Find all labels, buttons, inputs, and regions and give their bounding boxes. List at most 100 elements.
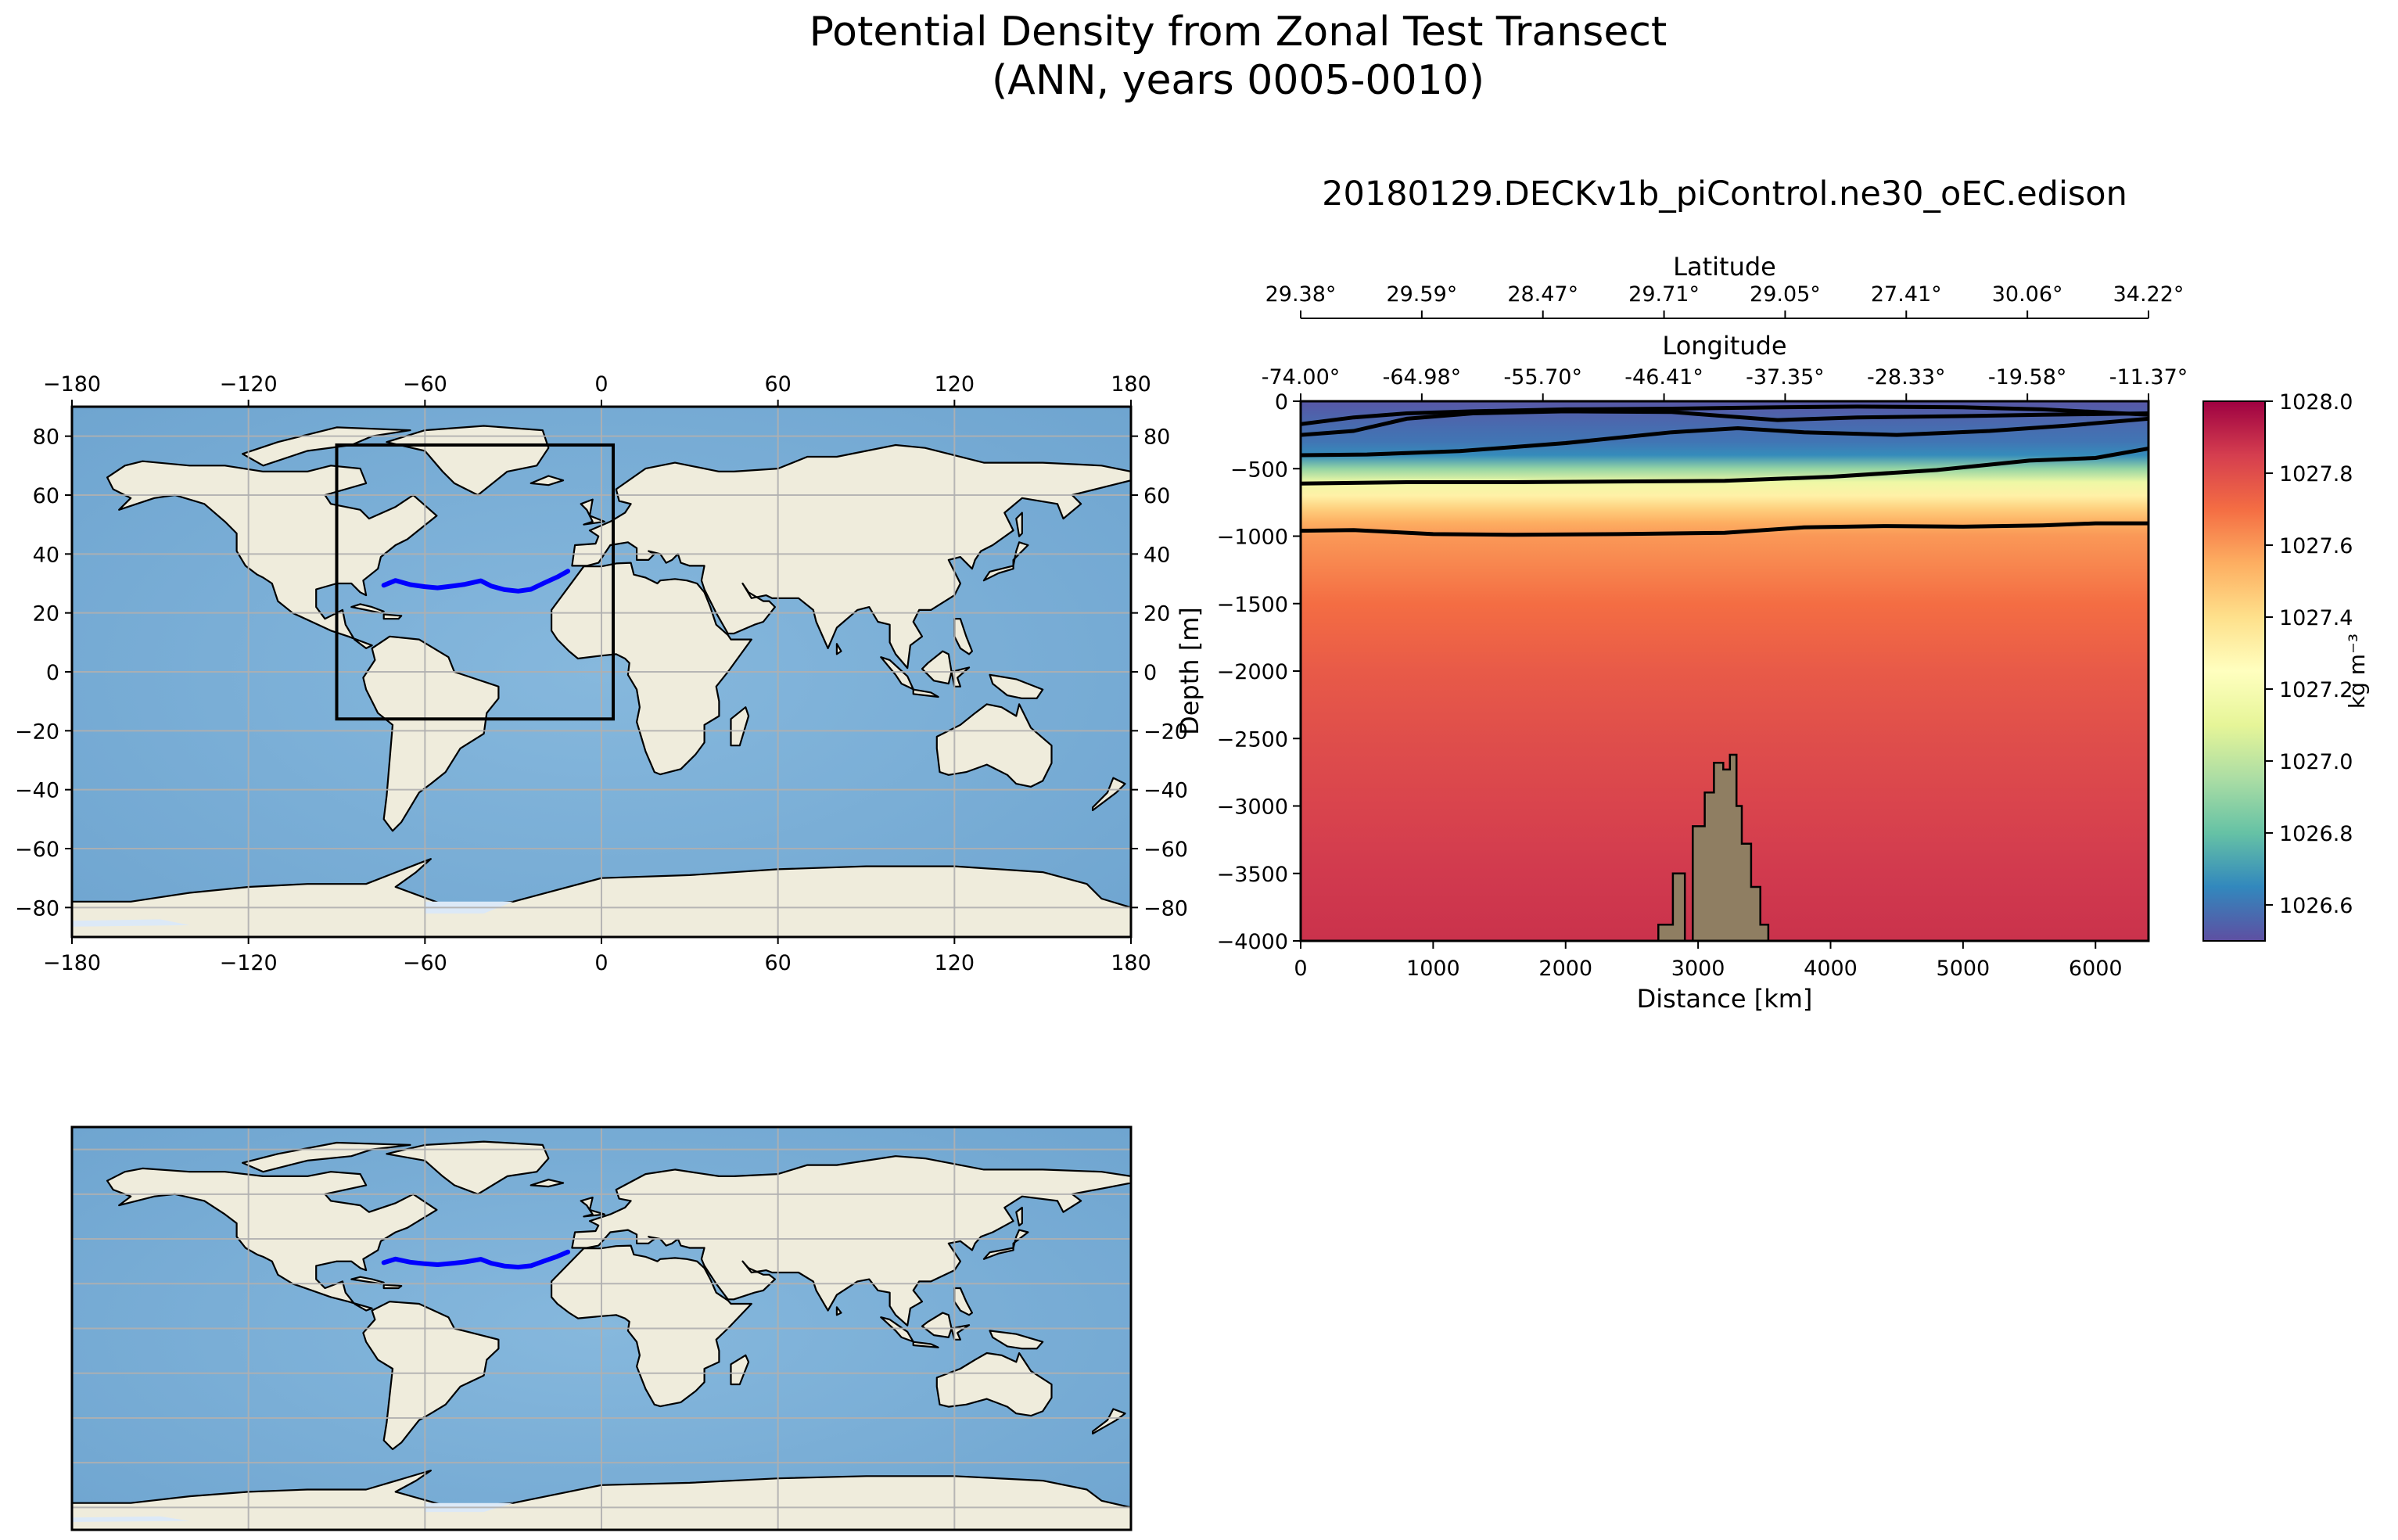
lat-tick-label-left: 40	[33, 543, 59, 567]
y-tick-label: −4000	[1217, 930, 1288, 954]
colorbar-tick-label: 1027.2	[2279, 678, 2353, 702]
landmass	[350, 603, 385, 614]
longitude-tick-label: -11.37°	[2109, 365, 2188, 389]
lat-tick-label-left: 0	[46, 661, 59, 685]
landmass	[953, 618, 973, 655]
density-contour	[1301, 409, 2149, 437]
lon-tick-label-top: 60	[764, 372, 791, 397]
colorbar-tick-label: 1027.8	[2279, 462, 2353, 486]
lat-tick-label-right: 40	[1143, 543, 1170, 567]
secondary-axes: 29.38° 29.59° 28.47° 29.71° 29.05° 27.41° 30.0…	[1262, 282, 2188, 401]
lon-tick-label-bottom: 120	[935, 951, 975, 975]
landmass	[382, 1283, 403, 1290]
landmass	[730, 706, 750, 747]
colorbar-ticks: 1028.0 1027.8 1027.6 1027.4 1027.2 1027.0 1026…	[2265, 390, 2353, 918]
ice-shelf	[72, 919, 190, 927]
landmass	[382, 613, 403, 620]
landmass	[835, 643, 842, 655]
density-contour	[1301, 521, 2149, 537]
y-tick-label: −2000	[1217, 660, 1288, 684]
ice-shelf	[72, 1516, 190, 1522]
landmass	[386, 425, 550, 497]
lat-tick-label-left: 80	[33, 425, 59, 450]
lat-tick-label-right: 80	[1143, 425, 1170, 450]
x-tick-label: 1000	[1406, 957, 1460, 981]
section-axes: 0 1000 2000 3000 4000 5000 6000 0 −500 −1000 −1500…	[1217, 390, 2123, 981]
lat-tick-label-right: −20	[1143, 720, 1188, 744]
y-tick-label: 0	[1275, 390, 1288, 415]
lat-tick-label-right: 0	[1143, 661, 1157, 685]
map-gridlines	[72, 407, 1131, 937]
x-tick-label: 3000	[1671, 957, 1725, 981]
longitude-tick-label: -46.41°	[1624, 365, 1703, 389]
lat-tick-label-left: −40	[15, 779, 59, 803]
lat-tick-label-right: 60	[1143, 484, 1170, 508]
longitude-tick-label: -19.58°	[1988, 365, 2067, 389]
latitude-tick-label: 29.38°	[1265, 282, 1337, 307]
lon-tick-label-bottom: 60	[764, 951, 791, 975]
landmass	[982, 1229, 1029, 1260]
landmass	[989, 1330, 1044, 1350]
lat-tick-label-right: −60	[1143, 838, 1188, 862]
land-masses	[72, 425, 1131, 937]
inset-map-frame	[70, 1125, 1133, 1531]
lat-tick-label-left: −60	[15, 838, 59, 862]
landmass	[1015, 1206, 1023, 1226]
landmass	[935, 1352, 1053, 1417]
longitude-tick-label: -64.98°	[1383, 365, 1462, 389]
colorbar-label: kg m⁻³	[2344, 634, 2370, 709]
section-ylabel: Depth [m]	[1175, 607, 1204, 735]
lon-tick-label-top: 0	[594, 372, 608, 397]
lat-tick-label-left: 20	[33, 602, 59, 626]
main-map: −180 −180 −120 −120 −60 −60 0 0 60 60 120 120 180 180…	[15, 372, 1188, 975]
lat-tick-label-right: −40	[1143, 779, 1188, 803]
map-tick-labels: −180 −180 −120 −120 −60 −60 0 0 60 60 120 120 180 180…	[15, 372, 1188, 975]
lon-tick-label-top: 180	[1111, 372, 1151, 397]
landmass	[989, 673, 1044, 699]
density-contour	[1301, 404, 2149, 426]
inset-transect-line	[381, 1249, 571, 1270]
latitude-tick-label: 29.59°	[1386, 282, 1457, 307]
x-tick-label: 5000	[1937, 957, 1991, 981]
longitude-tick-label: -74.00°	[1262, 365, 1341, 389]
landmass	[912, 1341, 939, 1348]
lat-tick-label-left: −20	[15, 720, 59, 744]
latitude-tick-label: 28.47°	[1507, 282, 1578, 307]
lat-tick-label-left: 60	[33, 484, 59, 508]
inset-gridlines	[72, 1127, 1131, 1530]
y-tick-label: −2500	[1217, 727, 1288, 752]
y-tick-label: −1000	[1217, 526, 1288, 550]
lon-tick-label-bottom: −60	[403, 951, 447, 975]
latitude-tick-label: 29.05°	[1750, 282, 1821, 307]
landmass	[935, 703, 1053, 788]
colorbar-tick-label: 1028.0	[2279, 390, 2353, 415]
colorbar: 1028.0 1027.8 1027.6 1027.4 1027.2 1027.0 1026…	[2202, 390, 2370, 942]
x-tick-label: 6000	[2069, 957, 2123, 981]
inset-map	[70, 1125, 1133, 1531]
colorbar-tick-label: 1027.4	[2279, 606, 2353, 630]
lon-tick-label-bottom: 0	[594, 951, 608, 975]
landmass	[529, 1179, 565, 1188]
lon-tick-label-bottom: 180	[1111, 951, 1151, 975]
figure-title-line1: Potential Density from Zonal Test Transe…	[810, 9, 1667, 56]
x-tick-label: 2000	[1538, 957, 1592, 981]
lon-tick-label-bottom: −120	[220, 951, 278, 975]
landmass	[921, 1312, 953, 1338]
region-box	[335, 443, 616, 721]
colorbar-fill	[2202, 400, 2266, 942]
transect-line	[381, 569, 571, 594]
latitude-axis-label: Latitude	[1673, 252, 1776, 282]
y-tick-label: −1500	[1217, 593, 1288, 617]
landmass	[953, 1287, 973, 1316]
x-tick-label: 0	[1294, 957, 1307, 981]
latitude-tick-label: 30.06°	[1992, 282, 2063, 307]
colorbar-tick-label: 1026.8	[2279, 822, 2353, 846]
latitude-tick-label: 34.22°	[2113, 282, 2184, 307]
lat-tick-label-right: −80	[1143, 896, 1188, 921]
landmass	[730, 1354, 750, 1386]
section-plot: 20180129.DECKv1b_piControl.ne30_oEC.edis…	[1175, 174, 2188, 1014]
landmass	[912, 688, 939, 698]
landmass	[571, 443, 1131, 669]
landmass	[835, 1306, 842, 1316]
landmass	[921, 650, 953, 685]
